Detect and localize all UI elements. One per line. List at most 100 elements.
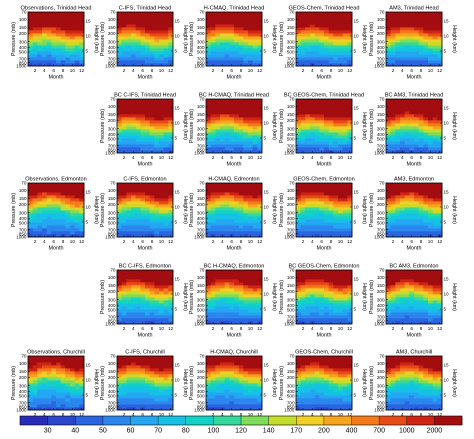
y-axis-label: Pressure (mb) [279, 22, 285, 56]
heatmap-cell [28, 234, 34, 238]
heatmap-cell [314, 30, 320, 34]
x-tick-label: 12 [347, 155, 353, 160]
heatmap-cell [154, 213, 160, 217]
heatmap-cell [149, 312, 155, 316]
heatmap-cell [126, 288, 132, 292]
heatmap-cell [46, 42, 52, 46]
heatmap-cell [328, 60, 334, 64]
heatmap-cell [74, 213, 80, 217]
y-tick-label: 200 [19, 202, 27, 207]
heatmap-cell [131, 231, 137, 235]
y-right-axis-label: Height (km) [93, 369, 99, 397]
heatmap-cell [305, 54, 311, 58]
panel-frame [205, 11, 263, 67]
heatmap-cell [140, 21, 146, 25]
heatmap-cell [70, 186, 76, 190]
heatmap-cell [432, 225, 438, 229]
heatmap-cell [163, 219, 169, 223]
heatmap-cell [428, 60, 434, 64]
heatmap-cell [257, 12, 263, 16]
y-tick-label: 150 [377, 112, 385, 117]
heatmap-cell [60, 60, 66, 64]
heatmap-cell [409, 21, 415, 25]
heatmap-cell [163, 126, 169, 130]
heatmap-cell [319, 297, 325, 301]
panel-title: Observations, Edmonton [25, 177, 87, 183]
heatmap-cell [243, 57, 249, 61]
heatmap-cell [437, 216, 443, 220]
heatmap-cell [210, 33, 216, 37]
heatmap-cell [206, 270, 212, 274]
heatmap-cell [390, 105, 396, 109]
heatmap-cell [296, 141, 302, 145]
heatmap-cell [28, 210, 34, 214]
heatmap-cell [149, 114, 155, 118]
heatmap-cell [409, 108, 415, 112]
heatmap-cell [145, 147, 151, 151]
heatmap-cell [314, 321, 320, 325]
heatmap-cell [70, 210, 76, 214]
heatmap-cell [257, 60, 263, 64]
heatmap-cell [220, 60, 226, 64]
heatmap-cell [243, 300, 249, 304]
heatmap-cell [432, 24, 438, 28]
heatmap-cell [428, 12, 434, 16]
heatmap-cell [126, 309, 132, 313]
heatmap-cell [121, 114, 127, 118]
y-right-tick-label: 15 [444, 19, 450, 24]
x-tick-label: 10 [338, 155, 344, 160]
heatmap-cell [206, 42, 212, 46]
heatmap-cell [121, 282, 127, 286]
heatmap-cell [224, 198, 230, 202]
heatmap-cell [409, 231, 415, 235]
heatmap-cell [140, 114, 146, 118]
heatmap-cell [74, 60, 80, 64]
heatmap-cell [432, 12, 438, 16]
heatmap-cell [395, 117, 401, 121]
heatmap-cell [423, 219, 429, 223]
heatmap-cell [252, 213, 258, 217]
heatmap-cell [154, 51, 160, 55]
heatmap-cell [51, 231, 57, 235]
heatmap-cell [51, 36, 57, 40]
heatmap-cell [342, 39, 348, 43]
heatmap-cell [163, 18, 169, 22]
heatmap-cell [333, 129, 339, 133]
heatmap-cell [224, 210, 230, 214]
heatmap-cell [154, 294, 160, 298]
heatmap-cell [432, 207, 438, 211]
heatmap-cell [243, 45, 249, 49]
y-axis-label: Pressure (mb) [369, 22, 375, 56]
heatmap-cell [121, 12, 127, 16]
heatmap-cell [163, 222, 169, 226]
heatmap-cell [234, 189, 240, 193]
heatmap-cell [432, 21, 438, 25]
heatmap-cell [347, 186, 353, 190]
heatmap-cell [70, 362, 76, 366]
y-tick-label: 1000 [194, 64, 205, 69]
panel-title: GEOS-Chem, Trinidad Head [289, 6, 360, 12]
heatmap-cell [131, 213, 137, 217]
heatmap-cell [395, 33, 401, 37]
heatmap-cell [404, 321, 410, 325]
heatmap-cell [117, 356, 123, 360]
heatmap-cell [390, 111, 396, 115]
x-tick-label: 10 [428, 155, 434, 160]
heatmap-cell [131, 54, 137, 58]
heatmap-cell [404, 18, 410, 22]
heatmap-cell [386, 198, 392, 202]
y-right-tick-label: 10 [175, 292, 181, 297]
heatmap-cell [149, 45, 155, 49]
heatmap-cell [300, 102, 306, 106]
heatmap-cell [437, 24, 443, 28]
heatmap-cell [140, 102, 146, 106]
heatmap-cell [149, 102, 155, 106]
heatmap-cell [229, 183, 235, 187]
heatmap-cell [328, 306, 334, 310]
heatmap-cell [305, 15, 311, 19]
heatmap-cell [28, 401, 34, 405]
heatmap-cell [404, 303, 410, 307]
heatmap-cell [328, 228, 334, 232]
heatmap-cell [56, 395, 62, 399]
heatmap-cell [333, 213, 339, 217]
